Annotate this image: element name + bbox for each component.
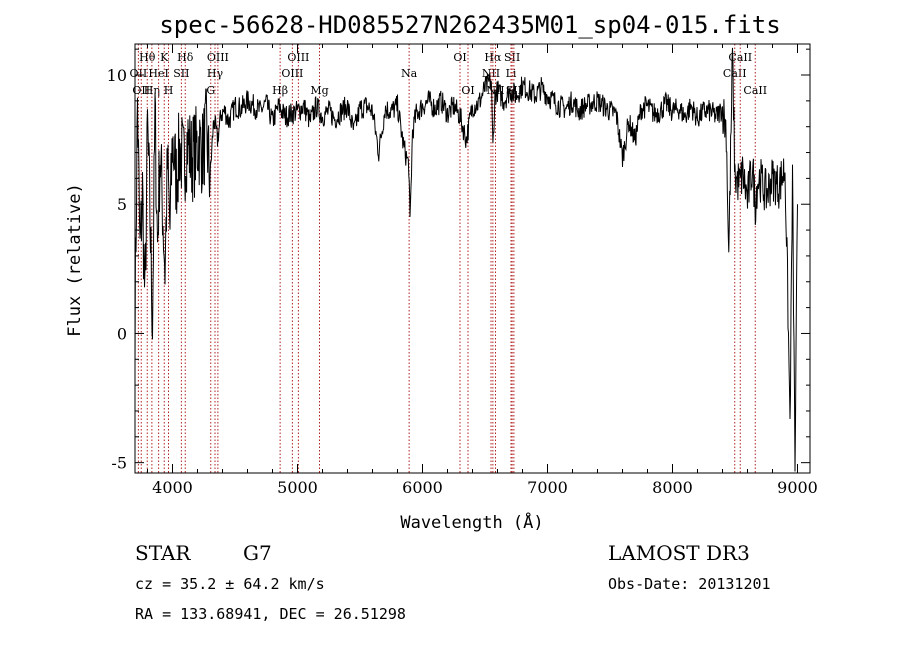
x-tick-label: 4000 bbox=[152, 478, 193, 497]
spectral-line-label: H bbox=[164, 84, 174, 97]
y-tick-label: 0 bbox=[117, 324, 127, 343]
redshift-velocity: cz = 35.2 ± 64.2 km/s bbox=[135, 575, 325, 593]
observation-date: Obs-Date: 20131201 bbox=[608, 575, 771, 593]
spectral-line-label: OIII bbox=[287, 51, 309, 64]
spectral-line-label: K bbox=[160, 51, 169, 64]
y-tick-label: 10 bbox=[107, 66, 127, 85]
spectral-line-label: Hθ bbox=[139, 51, 156, 64]
spectral-line-label: OII bbox=[132, 84, 150, 97]
spectral-line-label: CaII bbox=[728, 51, 752, 64]
x-tick-label: 5000 bbox=[277, 478, 318, 497]
spectral-line-label: G bbox=[206, 84, 215, 97]
x-tick-label: 9000 bbox=[777, 478, 818, 497]
chart-title: spec-56628-HD085527N262435M01_sp04-015.f… bbox=[159, 11, 780, 39]
x-axis-label: Wavelength (Å) bbox=[400, 511, 543, 533]
object-subclass: G7 bbox=[243, 541, 272, 565]
sky-coordinates: RA = 133.68941, DEC = 26.51298 bbox=[135, 605, 406, 623]
spectral-line-label: Hη bbox=[144, 84, 160, 97]
spectral-line-label: CaII bbox=[743, 84, 767, 97]
x-tick-label: 6000 bbox=[402, 478, 443, 497]
spectral-line-label: Hα bbox=[484, 51, 502, 64]
spectral-line-label: Li bbox=[506, 67, 517, 80]
spectral-line-label: SII bbox=[504, 51, 520, 64]
spectral-line-label: OI bbox=[453, 51, 466, 64]
spectral-line-label: Hδ bbox=[177, 51, 194, 64]
x-tick-label: 7000 bbox=[527, 478, 568, 497]
spectral-line-label: HeI bbox=[148, 67, 168, 80]
spectral-line-label: Hβ bbox=[272, 84, 288, 97]
survey-name: LAMOST DR3 bbox=[608, 541, 750, 565]
spectral-line-label: SII bbox=[173, 67, 189, 80]
spectral-line-label: Na bbox=[401, 67, 418, 80]
axis-ticks: 4000 5000 6000 7000 8000 9000 -5 0 5 10 bbox=[107, 44, 818, 497]
spectral-line-label: OII bbox=[130, 67, 148, 80]
y-axis-label: Flux (relative) bbox=[65, 183, 85, 337]
spectral-line-label: OIII bbox=[207, 51, 229, 64]
spectral-line-label: NII bbox=[482, 67, 500, 80]
y-tick-label: 5 bbox=[117, 195, 127, 214]
spectral-line-label: OIII bbox=[281, 67, 303, 80]
x-tick-label: 8000 bbox=[652, 478, 693, 497]
spectral-line-label: OI bbox=[461, 84, 474, 97]
spectrum-series-line bbox=[134, 47, 798, 472]
object-class: STAR bbox=[135, 541, 191, 565]
spectral-line-label: Mg bbox=[310, 84, 328, 97]
y-tick-label: -5 bbox=[111, 454, 127, 473]
spectral-line-label: Hγ bbox=[207, 67, 224, 80]
spectral-line-label: CaII bbox=[723, 67, 747, 80]
